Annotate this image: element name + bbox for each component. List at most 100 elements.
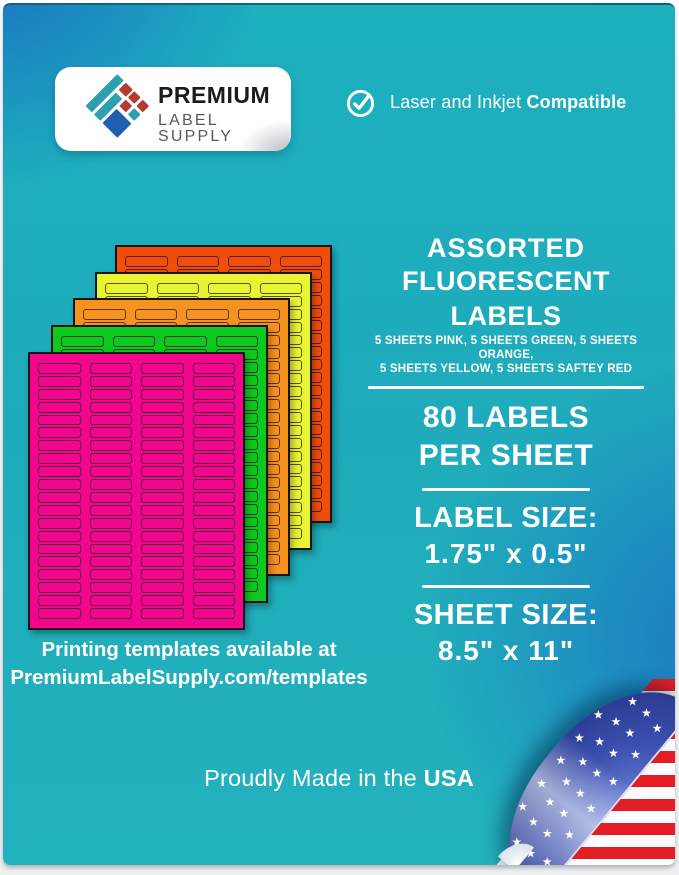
label-cell	[89, 491, 132, 503]
label-cell	[38, 414, 81, 426]
product-canvas: PREMIUM LABEL SUPPLY Laser and Inkjet Co…	[3, 3, 675, 865]
label-cell	[89, 375, 132, 387]
label-cell	[141, 608, 184, 619]
label-cell	[192, 440, 235, 452]
label-cell	[156, 283, 199, 294]
label-cell	[89, 453, 132, 465]
label-cell	[89, 466, 132, 478]
star-icon: ★	[611, 684, 623, 699]
label-cell	[61, 336, 104, 347]
label-cell	[38, 466, 81, 478]
label-cell	[192, 530, 235, 542]
label-cell	[192, 582, 235, 594]
label-cell	[192, 427, 235, 439]
label-cell	[186, 309, 229, 320]
sheet-size-title: SHEET SIZE:	[413, 599, 599, 631]
label-cell	[141, 582, 184, 594]
diamond-teal-square	[127, 108, 141, 121]
label-cell	[141, 440, 184, 452]
label-cell	[38, 440, 81, 452]
label-cell	[164, 336, 207, 347]
label-cell	[38, 479, 81, 490]
label-cell	[141, 479, 184, 490]
compatibility-text: Laser and Inkjet Compatible	[390, 92, 627, 113]
divider	[422, 488, 590, 491]
label-cell	[38, 556, 81, 568]
label-cell	[89, 479, 132, 490]
compatibility-text-bold: Compatible	[526, 92, 627, 112]
label-size-value: 1.75" x 0.5"	[424, 538, 588, 569]
label-cell	[38, 504, 81, 516]
label-cell	[141, 543, 184, 555]
label-cell	[237, 309, 280, 320]
star-icon: ★	[560, 774, 572, 790]
star-icon: ★	[555, 753, 567, 768]
label-cell	[89, 504, 132, 516]
label-cell	[89, 530, 132, 542]
label-cell	[192, 414, 235, 426]
label-cell	[215, 336, 258, 347]
label-cell	[89, 595, 132, 607]
label-cell	[89, 582, 132, 594]
brand-name-label-supply: LABEL SUPPLY	[158, 112, 234, 145]
label-cell	[89, 556, 132, 568]
star-icon: ★	[541, 826, 553, 841]
divider	[422, 585, 590, 588]
star-icon: ★	[536, 776, 548, 791]
star-icon: ★	[607, 746, 619, 761]
label-cell	[228, 256, 271, 267]
label-cell	[192, 388, 235, 400]
label-size-title: LABEL SIZE:	[414, 502, 598, 534]
label-cell	[89, 608, 132, 619]
label-cell	[192, 608, 235, 619]
diamond-red-square	[136, 99, 150, 113]
label-cell	[38, 569, 81, 581]
label-cell	[192, 375, 235, 387]
label-cell	[89, 363, 132, 374]
star-icon: ★	[574, 786, 586, 801]
star-icon: ★	[626, 694, 638, 709]
label-cell	[89, 414, 132, 426]
brand-diamond-icon	[85, 73, 150, 138]
label-cell	[141, 453, 184, 465]
label-cell	[192, 556, 235, 568]
star-icon: ★	[517, 799, 529, 814]
made-in-usa-text: Proudly Made in the USA	[3, 765, 675, 792]
label-cell	[192, 453, 235, 465]
label-cell	[105, 283, 148, 294]
label-cell	[192, 595, 235, 607]
star-icon: ★	[498, 822, 510, 837]
label-cell	[38, 491, 81, 503]
label-cell	[125, 256, 168, 267]
checkmark-circle-icon	[346, 89, 375, 118]
label-cell	[141, 595, 184, 607]
headline-line1: ASSORTED	[426, 233, 586, 263]
label-cell	[89, 569, 132, 581]
label-sheet-pink	[28, 352, 245, 630]
label-cell	[141, 556, 184, 568]
label-cell	[192, 517, 235, 529]
label-cell	[141, 388, 184, 400]
product-info-column: ASSORTED FLUORESCENT LABELS 5 SHEETS PIN…	[365, 232, 647, 669]
label-cell	[38, 375, 81, 387]
label-cell	[89, 440, 132, 452]
label-cell	[141, 401, 184, 413]
star-icon: ★	[591, 766, 603, 781]
label-cell	[141, 491, 184, 503]
label-cell	[141, 427, 184, 439]
star-icon: ★	[640, 706, 652, 721]
label-cell	[89, 427, 132, 439]
star-icon: ★	[558, 806, 570, 821]
headline-subtitle-line1: 5 SHEETS PINK, 5 SHEETS GREEN, 5 SHEETS …	[374, 335, 638, 361]
label-cell	[89, 388, 132, 400]
label-cell	[83, 309, 126, 320]
labels-per-sheet-line1: 80 LABELS	[422, 401, 590, 434]
label-cell	[141, 363, 184, 374]
star-icon: ★	[629, 747, 641, 762]
label-cell	[38, 401, 81, 413]
label-cell	[192, 466, 235, 478]
star-icon: ★	[544, 795, 556, 810]
label-cell	[192, 479, 235, 490]
star-icon: ★	[624, 726, 636, 741]
label-cell	[38, 427, 81, 439]
